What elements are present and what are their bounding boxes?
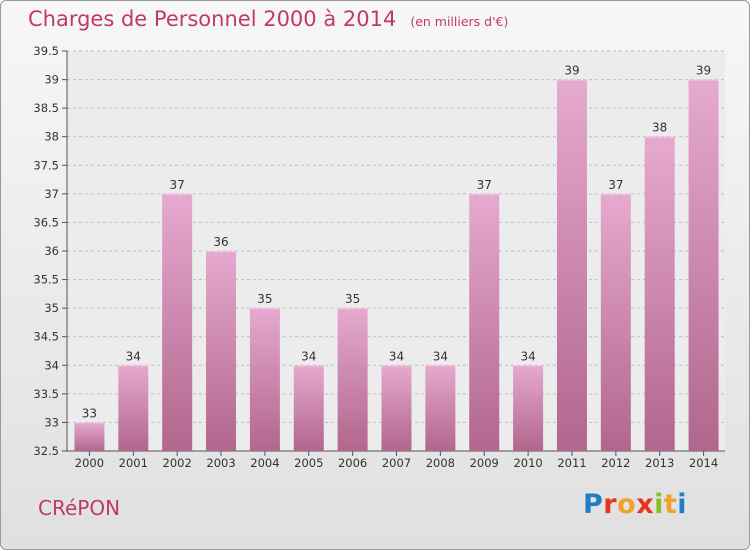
axis-layer: 32.5 33 33.5 34 34.5 35 35.5 36 36.5 37 37.5 38 38.5… [33,44,725,470]
y-tick-label: 35.5 [33,273,59,287]
chart-unit: (en milliers d'€) [410,14,509,29]
bar [688,79,719,452]
x-tick-label: 2009 [470,456,499,470]
data-label: 39 [696,64,711,78]
data-label: 34 [389,349,404,363]
bar [425,365,456,451]
bar [118,365,149,451]
y-tick-label: 32.5 [33,444,59,458]
data-label: 36 [213,235,228,249]
x-tick-label: 2002 [163,456,192,470]
bar [293,365,324,451]
x-tick-label: 2005 [294,456,323,470]
y-tick-label: 37.5 [33,158,59,172]
y-tick-label: 38 [44,130,59,144]
bar [249,308,280,451]
data-label: 33 [82,406,97,420]
data-label: 37 [170,178,185,192]
chart-title: Charges de Personnel 2000 à 2014 (en mill… [28,7,508,31]
x-tick-label: 2010 [513,456,542,470]
label-layer: 33 34 37 36 35 34 35 34 34 37 34 39 37 38 39 [82,64,711,421]
logo-letter: P [583,489,604,520]
x-tick-label: 2008 [426,456,455,470]
x-tick-label: 2004 [250,456,279,470]
logo-letter: o [617,489,637,520]
commune-name: CRéPON [38,496,121,520]
data-label: 39 [564,64,579,78]
data-label: 34 [126,349,141,363]
bar [469,193,500,451]
data-label: 34 [433,349,448,363]
bar [513,365,544,451]
y-tick-label: 37 [44,187,59,201]
data-label: 34 [301,349,316,363]
y-tick-label: 36 [44,244,59,258]
chart-title-text: Charges de Personnel 2000 à 2014 [28,7,397,31]
bar [206,251,237,451]
y-tick-label: 39 [44,73,59,87]
logo-letter: r [603,489,618,520]
x-tick-label: 2013 [645,456,674,470]
bar [600,193,631,451]
data-label: 38 [652,121,667,135]
x-tick-label: 2007 [382,456,411,470]
data-label: 37 [477,178,492,192]
y-tick-label: 33 [44,415,59,429]
y-tick-label: 34.5 [33,330,59,344]
data-label: 34 [520,349,535,363]
bar [556,79,587,452]
bar [74,422,105,451]
x-tick-label: 2011 [557,456,586,470]
x-tick-label: 2000 [75,456,104,470]
x-tick-label: 2014 [689,456,718,470]
logo-letter: i [654,489,664,520]
y-tick-label: 34 [44,358,59,372]
data-label: 35 [345,292,360,306]
logo-letter: x [636,489,655,520]
x-tick-label: 2012 [601,456,630,470]
logo-letter: t [663,489,678,520]
logo-letter: i [677,489,688,520]
bar [644,136,675,451]
y-tick-label: 33.5 [33,387,59,401]
bar [381,365,412,451]
bar [337,308,368,451]
bar [162,193,193,451]
y-tick-label: 38.5 [33,101,59,115]
proxiti-logo[interactable]: Proxiti [583,489,687,520]
y-tick-label: 36.5 [33,215,59,229]
x-tick-label: 2006 [338,456,367,470]
y-tick-label: 39.5 [33,44,59,58]
data-label: 37 [608,178,623,192]
y-tick-label: 35 [44,301,59,315]
bar-layer [74,79,719,452]
x-tick-label: 2003 [206,456,235,470]
x-tick-label: 2001 [119,456,148,470]
data-label: 35 [257,292,272,306]
